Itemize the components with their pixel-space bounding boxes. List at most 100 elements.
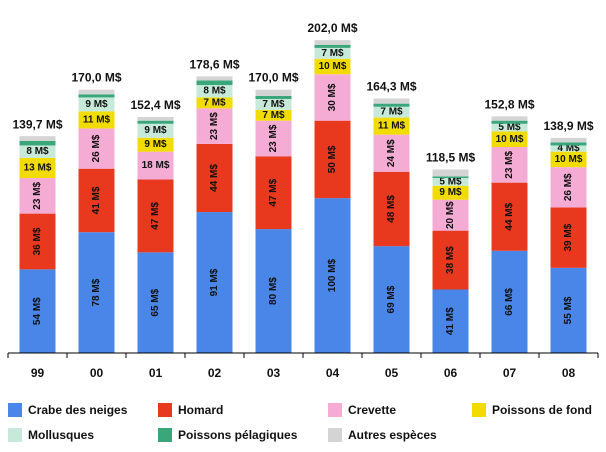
bar-segment-99-0 bbox=[19, 269, 56, 353]
segment-label: 8 M$ bbox=[203, 86, 226, 97]
bar-segment-04-6 bbox=[314, 40, 351, 45]
legend-label: Poissons pélagiques bbox=[178, 428, 298, 442]
legend-label: Crevette bbox=[348, 403, 396, 417]
segment-label: 54 M$ bbox=[32, 297, 43, 325]
segment-label: 23 M$ bbox=[32, 181, 43, 209]
legend-label: Crabe des neiges bbox=[28, 403, 128, 417]
segment-label: 10 M$ bbox=[496, 134, 524, 145]
bar-segment-99-1 bbox=[19, 213, 56, 270]
legend-item: Crevette bbox=[328, 403, 396, 417]
legend-label: Autres espèces bbox=[348, 428, 437, 442]
x-tick-label: 06 bbox=[444, 366, 458, 380]
segment-label: 26 M$ bbox=[563, 173, 574, 201]
legend-swatch bbox=[472, 403, 486, 417]
segment-label: 26 M$ bbox=[91, 134, 102, 162]
bar-segment-02-3 bbox=[196, 97, 233, 109]
x-tick-label: 01 bbox=[149, 366, 163, 380]
segment-label: 91 M$ bbox=[209, 268, 220, 296]
segment-label: 10 M$ bbox=[319, 61, 347, 72]
bar-stack-07: 66 M$ 44 M$ 23 M$ 10 M$5 M$ 152,8 M$ bbox=[484, 97, 535, 353]
bar-segment-01-5 bbox=[137, 120, 174, 124]
segment-label: 100 M$ bbox=[327, 258, 338, 292]
segment-label: 47 M$ bbox=[150, 202, 161, 230]
bar-stack-05: 69 M$ 48 M$ 24 M$ 11 M$ 7 M$ 164,3 M$ bbox=[366, 80, 417, 353]
bar-segment-00-4 bbox=[78, 97, 115, 112]
bars-group: 54 M$ 36 M$ 23 M$ 13 M$ 8 M$ 139,7 M$ 78 M$ 41 … bbox=[12, 21, 594, 353]
bar-segment-04-2 bbox=[314, 74, 351, 121]
segment-label: 38 M$ bbox=[445, 246, 456, 274]
bar-segment-03-1 bbox=[255, 156, 292, 230]
legend-label: Mollusques bbox=[28, 428, 94, 442]
bar-segment-07-4 bbox=[491, 123, 528, 132]
bar-segment-01-6 bbox=[137, 116, 174, 121]
segment-label: 9 M$ bbox=[144, 125, 167, 136]
bar-stack-99: 54 M$ 36 M$ 23 M$ 13 M$ 8 M$ 139,7 M$ bbox=[12, 118, 63, 353]
segment-label: 7 M$ bbox=[262, 99, 285, 110]
bar-segment-05-3 bbox=[373, 117, 410, 135]
segment-label: 39 M$ bbox=[563, 223, 574, 251]
bar-stack-08: 55 M$ 39 M$ 26 M$ 10 M$4 M$ 138,9 M$ bbox=[543, 119, 594, 353]
bar-segment-00-0 bbox=[78, 232, 115, 353]
bar-segment-00-3 bbox=[78, 111, 115, 129]
bar-segment-08-5 bbox=[550, 142, 587, 146]
total-label: 202,0 M$ bbox=[307, 21, 357, 35]
bar-segment-01-0 bbox=[137, 252, 174, 353]
segment-label: 65 M$ bbox=[150, 288, 161, 316]
bar-segment-07-6 bbox=[491, 116, 528, 121]
segment-label: 11 M$ bbox=[83, 114, 111, 125]
legend-item: Poissons de fond bbox=[472, 403, 592, 417]
legend-swatch bbox=[328, 403, 342, 417]
legend-item: Mollusques bbox=[8, 428, 94, 442]
bar-segment-06-1 bbox=[432, 230, 469, 290]
segment-label: 78 M$ bbox=[91, 278, 102, 306]
legend-swatch bbox=[8, 403, 22, 417]
segment-label: 18 M$ bbox=[142, 160, 170, 171]
bar-segment-02-2 bbox=[196, 108, 233, 144]
bar-segment-04-1 bbox=[314, 120, 351, 199]
bar-segment-03-5 bbox=[255, 95, 292, 99]
bar-segment-05-2 bbox=[373, 134, 410, 172]
bar-stack-03: 80 M$ 47 M$ 23 M$ 7 M$7 M$ 170,0 M$ bbox=[248, 71, 299, 353]
bar-stack-04: 100 M$ 50 M$ 30 M$ 10 M$ 7 M$ 202,0 M$ bbox=[307, 21, 358, 353]
bar-segment-04-5 bbox=[314, 44, 351, 48]
x-axis: 99 00 01 02 03 04 05 06 07 08 bbox=[7, 352, 599, 380]
total-label: 138,9 M$ bbox=[543, 119, 593, 133]
segment-label: 41 M$ bbox=[445, 307, 456, 335]
segment-label: 7 M$ bbox=[262, 110, 285, 121]
segment-label: 7 M$ bbox=[380, 107, 403, 118]
bar-segment-03-2 bbox=[255, 120, 292, 157]
bar-segment-02-5 bbox=[196, 80, 233, 86]
legend-item: Homard bbox=[158, 403, 223, 417]
segment-label: 9 M$ bbox=[439, 187, 462, 198]
segment-label: 41 M$ bbox=[91, 186, 102, 214]
bar-segment-03-3 bbox=[255, 109, 292, 121]
bar-segment-99-3 bbox=[19, 157, 56, 178]
bar-segment-04-0 bbox=[314, 198, 351, 353]
legend-label: Poissons de fond bbox=[492, 403, 592, 417]
legend-item: Poissons pélagiques bbox=[158, 428, 298, 442]
bar-segment-05-5 bbox=[373, 103, 410, 107]
bar-segment-05-0 bbox=[373, 246, 410, 353]
bar-segment-99-2 bbox=[19, 177, 56, 214]
bar-segment-04-4 bbox=[314, 47, 351, 59]
segment-label: 44 M$ bbox=[504, 202, 515, 230]
legend-swatch bbox=[158, 403, 172, 417]
bar-segment-07-1 bbox=[491, 182, 528, 251]
bar-segment-08-6 bbox=[550, 137, 587, 143]
bar-segment-05-4 bbox=[373, 106, 410, 118]
legend-item: Crabe des neiges bbox=[8, 403, 128, 417]
bar-segment-06-4 bbox=[432, 177, 469, 186]
bar-segment-07-5 bbox=[491, 120, 528, 124]
legend: Crabe des neiges Homard Crevette Poissons d… bbox=[8, 403, 592, 442]
segment-label: 7 M$ bbox=[203, 97, 226, 108]
bar-segment-03-6 bbox=[255, 89, 292, 96]
total-label: 118,5 M$ bbox=[426, 150, 476, 164]
segment-label: 44 M$ bbox=[209, 164, 220, 192]
bar-segment-03-4 bbox=[255, 98, 292, 110]
bar-segment-08-4 bbox=[550, 145, 587, 152]
bar-segment-02-6 bbox=[196, 76, 233, 81]
bar-segment-00-2 bbox=[78, 128, 115, 169]
segment-label: 66 M$ bbox=[504, 288, 515, 316]
segment-label: 69 M$ bbox=[386, 285, 397, 313]
